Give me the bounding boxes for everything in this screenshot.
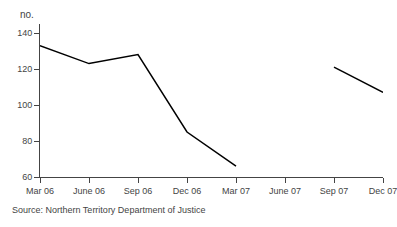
svg-text:100: 100	[17, 100, 32, 110]
svg-text:Dec 06: Dec 06	[173, 186, 202, 196]
svg-text:80: 80	[22, 136, 32, 146]
svg-text:June 07: June 07	[269, 186, 301, 196]
svg-text:Dec 07: Dec 07	[369, 186, 397, 196]
svg-text:140: 140	[17, 28, 32, 38]
svg-text:Sep 06: Sep 06	[124, 186, 153, 196]
svg-text:no.: no.	[20, 9, 34, 20]
svg-text:Mar 06: Mar 06	[26, 186, 54, 196]
svg-text:June 06: June 06	[73, 186, 105, 196]
svg-text:120: 120	[17, 64, 32, 74]
svg-text:Sep 07: Sep 07	[320, 186, 349, 196]
svg-text:60: 60	[22, 172, 32, 182]
svg-text:Source: Northern Territory Dep: Source: Northern Territory Department of…	[12, 205, 205, 215]
svg-text:Mar 07: Mar 07	[222, 186, 250, 196]
